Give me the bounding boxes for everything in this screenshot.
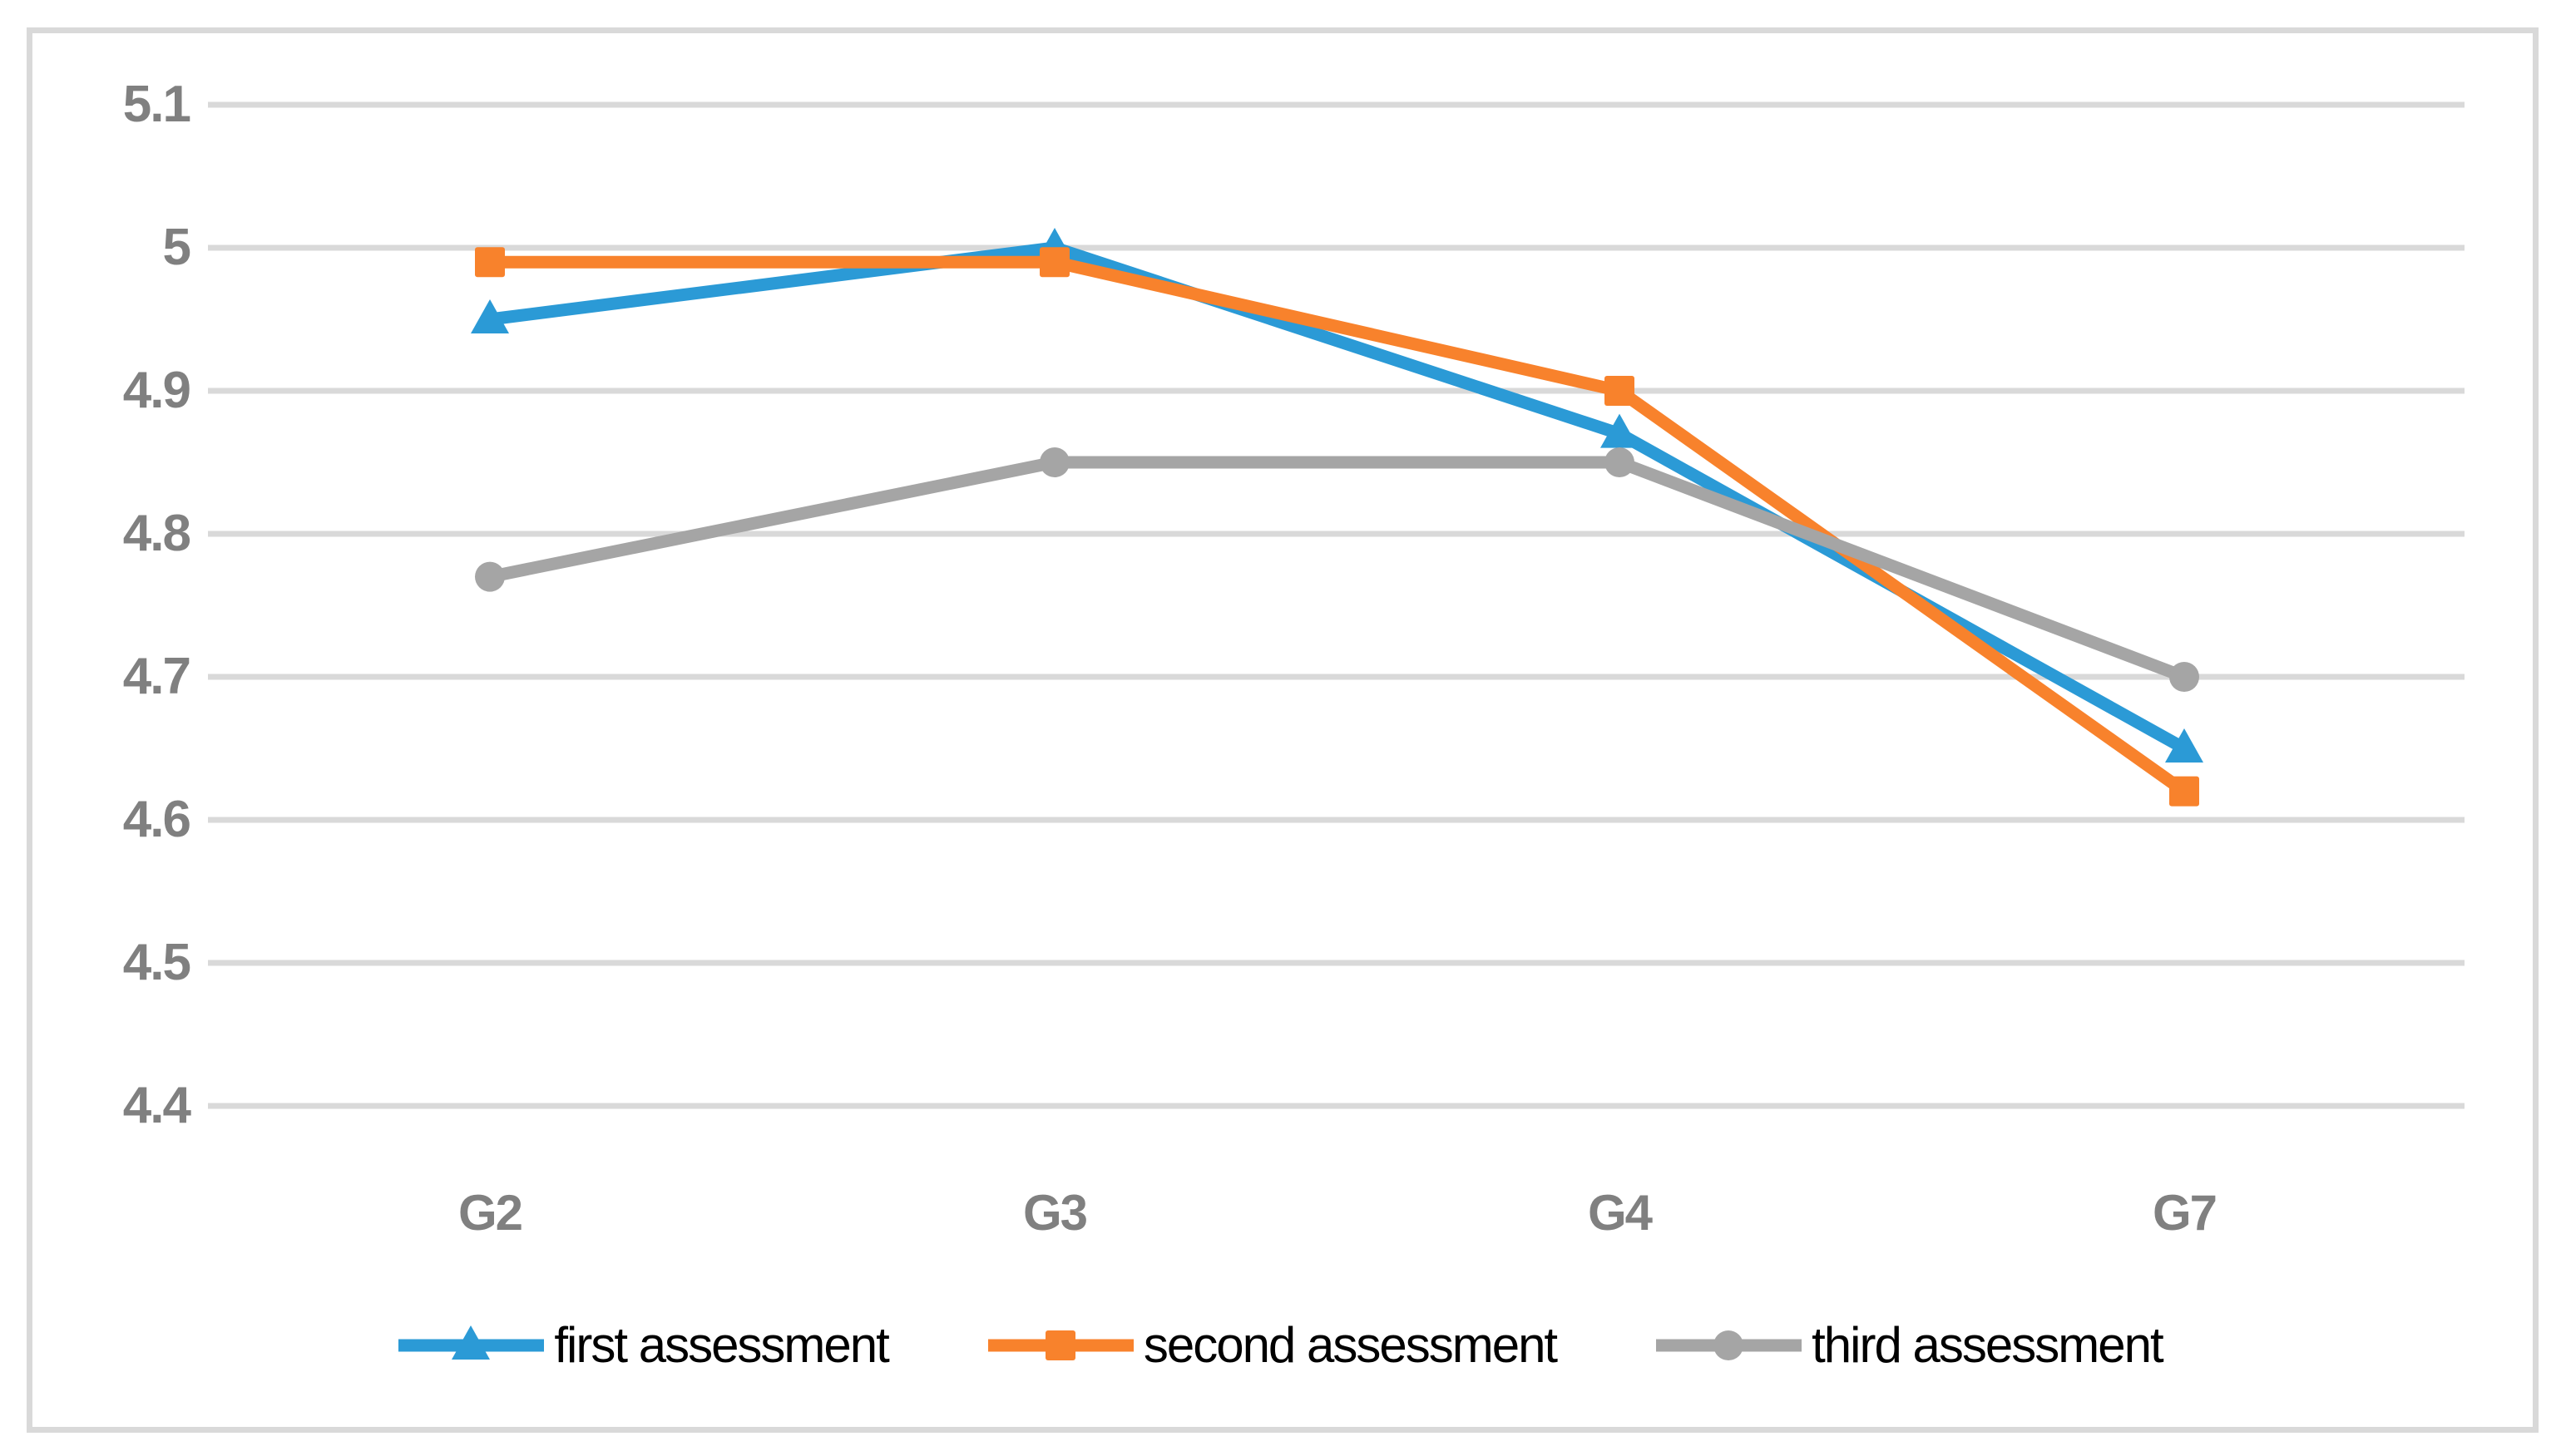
y-tick-label: 5 [162,219,191,276]
y-tick-label: 5.1 [122,76,191,133]
legend-marker-circle-icon [1656,1330,1802,1360]
legend-item-first-assessment: first assessment [398,1316,890,1374]
legend-item-third-assessment: third assessment [1656,1316,2164,1374]
marker-triangle-icon [1600,413,1639,448]
marker-circle-icon [2169,662,2199,692]
marker-square-icon [1040,247,1070,278]
legend-label: first assessment [554,1317,889,1373]
marker-square-icon [475,247,505,278]
legend-marker-triangle-icon [398,1325,545,1360]
marker-circle-icon [1040,447,1070,477]
x-tick-label: G4 [1587,1185,1653,1241]
y-tick-label: 4.6 [122,791,191,848]
marker-circle-icon [1604,447,1634,477]
legend-marker-square-icon [987,1330,1134,1360]
chart-legend: first assessment second assessment third… [0,1316,2561,1374]
x-tick-label: G3 [1022,1185,1088,1241]
marker-triangle-icon [452,1325,491,1360]
marker-circle-icon [1713,1330,1744,1360]
legend-label: third assessment [1812,1317,2164,1373]
y-tick-label: 4.9 [122,362,191,419]
marker-triangle-icon [471,299,509,333]
marker-square-icon [2169,776,2199,807]
legend-item-second-assessment: second assessment [987,1316,1558,1374]
y-tick-label: 4.5 [122,934,191,991]
series-line-third-assessment [488,456,2187,684]
x-tick-label: G2 [457,1185,523,1241]
y-tick-label: 4.4 [122,1077,191,1134]
marker-square-icon [1045,1330,1075,1360]
marker-circle-icon [475,561,505,592]
series-line-second-assessment [490,255,2188,797]
legend-label: second assessment [1143,1317,1558,1373]
chart-frame [27,27,2539,1433]
y-tick-label: 4.8 [122,505,191,562]
marker-triangle-icon [2165,728,2203,763]
y-tick-label: 4.7 [122,648,191,705]
marker-square-icon [1604,376,1634,406]
x-tick-label: G7 [2152,1185,2217,1241]
